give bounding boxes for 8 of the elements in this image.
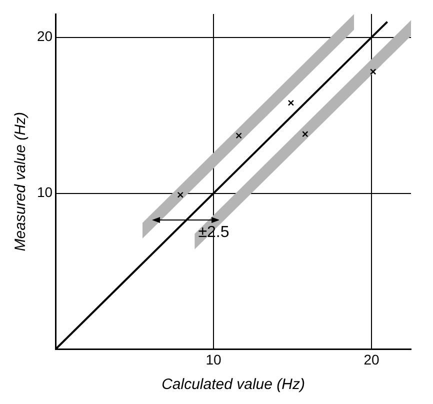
y-axis-title: Measured value (Hz) <box>12 112 30 252</box>
point <box>236 132 242 139</box>
point <box>177 192 184 198</box>
x-axis-title: Calculated value (Hz) <box>162 376 305 394</box>
point <box>302 130 308 138</box>
annotation: ±2.5 <box>198 224 230 241</box>
point <box>370 68 376 75</box>
point <box>288 100 294 106</box>
